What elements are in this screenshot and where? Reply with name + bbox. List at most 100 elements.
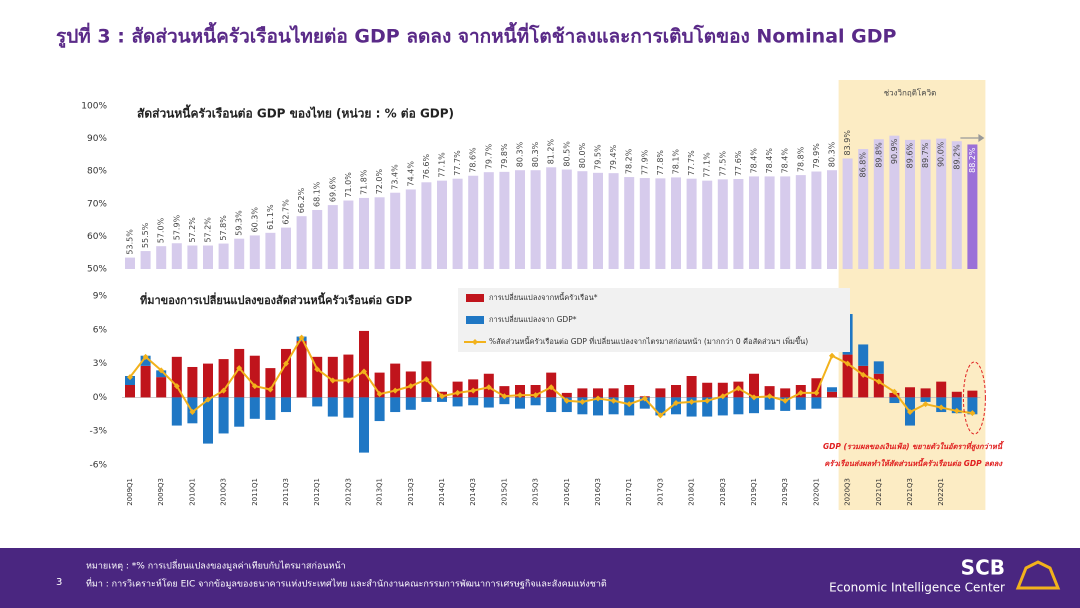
stacked-bar [327,397,338,417]
stacked-bar [811,378,822,398]
legend-marker [472,339,478,345]
line-marker [610,397,617,404]
legend-label: การเปลี่ยนแปลงจาก GDP* [489,314,577,324]
chart-title: ที่มาของการเปลี่ยนแปลงของสัดส่วนหนี้ครัว… [140,292,412,307]
stacked-bar [312,397,323,407]
data-label: 59.3% [235,210,244,236]
x-tick-label: 2017Q3 [656,478,664,506]
data-label: 77.8% [656,150,665,176]
bar [437,180,447,269]
line-marker [641,395,648,402]
stacked-bar [717,382,728,398]
stacked-bar [967,397,978,415]
data-label: 62.7% [282,199,291,225]
bar [827,170,837,269]
stacked-bar [390,363,401,398]
stacked-bar [577,388,588,398]
stacked-bar [608,388,619,398]
stacked-bar [780,388,791,398]
legend-label: %สัดส่วนหนี้ครัวเรือนต่อ GDP ที่เปลี่ยนแ… [489,336,808,346]
stacked-bar [171,397,182,426]
line-marker [392,387,399,394]
x-tick-label: 2015Q1 [500,478,508,506]
line-marker [127,374,133,381]
line-marker [704,397,711,404]
stacked-bar [281,348,291,398]
stacked-bar [265,368,276,398]
stacked-bar [421,397,432,402]
stacked-bar [702,382,713,398]
stacked-bar [499,386,510,398]
stacked-bar [920,397,931,402]
bar [468,175,479,269]
stacked-bar [437,397,447,402]
data-label: 66.2% [297,187,306,213]
stacked-bar [780,397,791,411]
bar [125,257,135,269]
stacked-bar [327,356,338,398]
bar [561,169,572,269]
data-label: 71.0% [344,172,353,198]
data-label: 77.9% [640,149,649,175]
page-title: รูปที่ 3 : สัดส่วนหนี้ครัวเรือนไทยต่อ GD… [56,22,897,49]
x-tick-label: 2022Q1 [937,478,945,506]
stacked-bar [873,373,884,398]
line-marker [953,407,960,414]
stacked-bar [452,381,463,398]
data-label: 78.4% [781,148,790,174]
stacked-bar [374,397,385,422]
x-tick-label: 2013Q1 [376,478,384,506]
x-tick-label: 2019Q1 [750,478,758,506]
line-marker [782,397,789,404]
line-marker [626,401,633,408]
y-tick-label: -6% [89,461,107,471]
y-tick-label: 90% [87,134,107,144]
data-label: 80.5% [562,141,571,167]
line-marker [142,353,149,360]
brand: SCB [961,556,1005,580]
line-marker [969,410,976,417]
data-label: 60.3% [250,207,259,233]
stacked-bar [967,390,978,398]
line-marker [813,389,820,396]
x-tick-label: 2011Q1 [251,478,259,506]
stacked-bar [234,397,245,427]
line-marker [454,389,461,396]
line-marker [329,377,336,384]
stacked-bar [203,363,213,398]
bar [811,171,822,269]
bar [749,176,759,269]
y-tick-label: -3% [89,427,107,437]
stacked-bar [764,386,775,398]
bar [686,178,697,269]
x-tick-label: 2017Q1 [625,478,633,506]
stacked-bar [249,355,260,398]
x-tick-label: 2012Q1 [313,478,321,506]
stacked-bar [561,397,572,413]
bar [546,167,557,269]
bar [265,232,276,269]
bar [889,135,900,269]
data-label: 78.4% [750,148,759,174]
y-tick-label: 80% [87,167,107,177]
stacked-bar [593,397,603,416]
line-marker [860,371,867,378]
bar [702,180,713,269]
data-label: 78.4% [765,148,774,174]
stacked-bar [218,359,229,398]
bar [249,235,260,269]
x-tick-label: 2009Q1 [126,478,134,506]
data-label: 89.7% [921,142,930,168]
stacked-bar [561,392,572,398]
stacked-bar [125,375,135,386]
y-tick-label: 6% [93,325,108,335]
stacked-bar [858,365,869,398]
stacked-bar [265,397,276,420]
stacked-bar [530,397,541,406]
data-label: 89.8% [874,142,883,168]
line-marker [891,388,898,395]
stacked-bar [749,373,759,398]
line-marker [283,360,289,367]
bar [499,171,510,269]
